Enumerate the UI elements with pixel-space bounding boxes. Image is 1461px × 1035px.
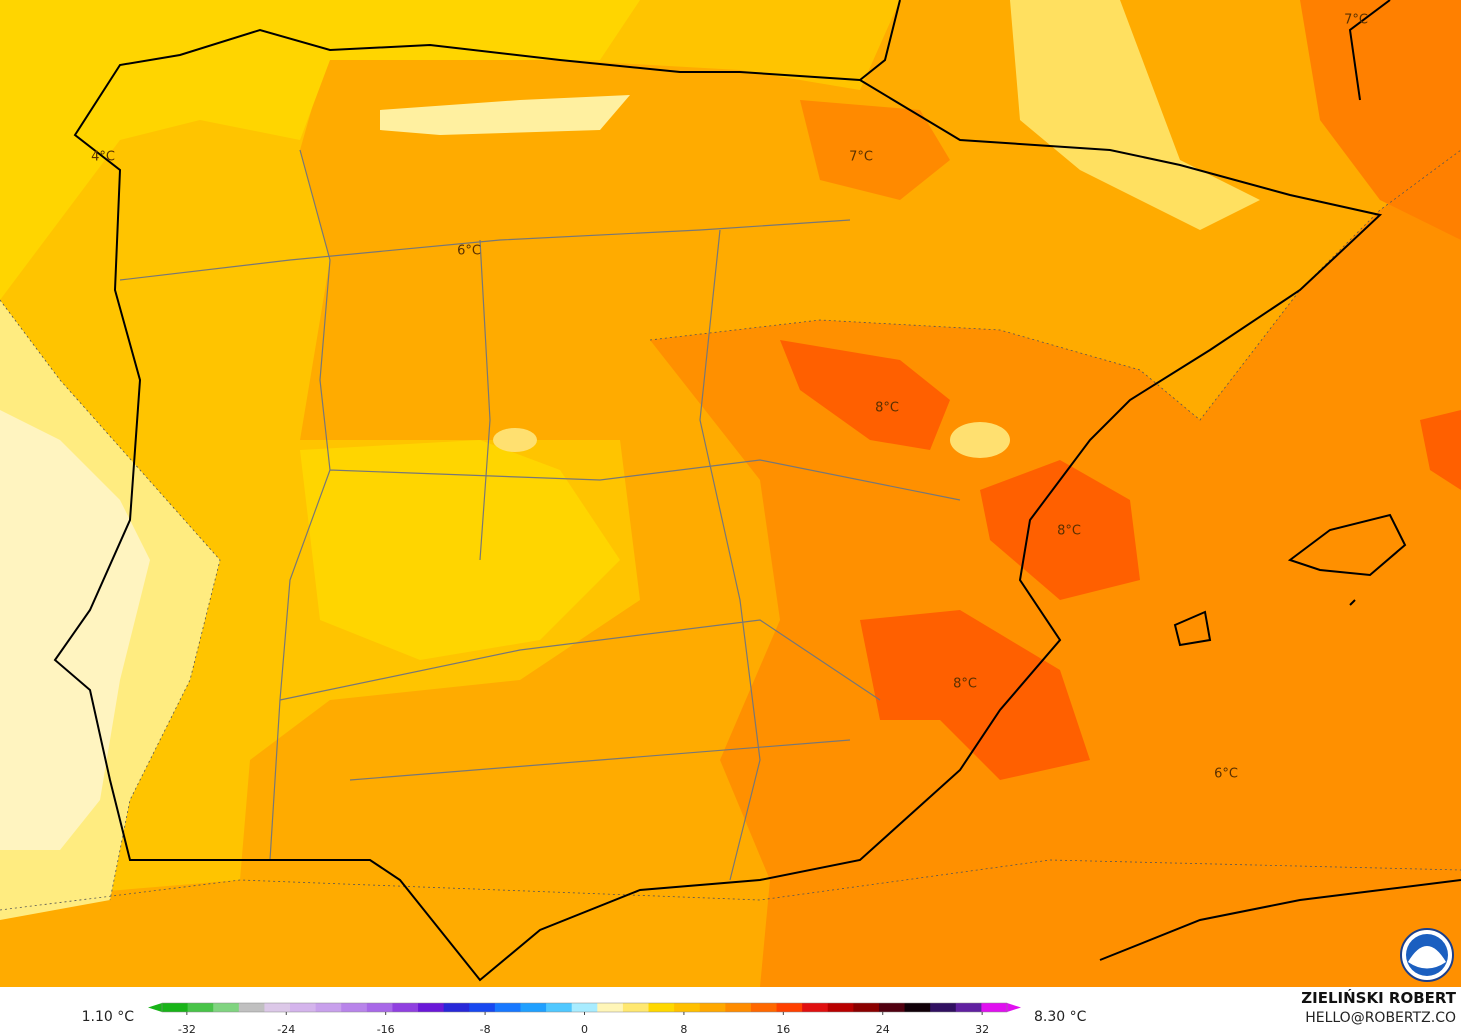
colorbar-segment: [750, 1003, 778, 1012]
contour-label: 6°C: [457, 244, 481, 259]
orange-zone: [800, 100, 950, 200]
colorbar-segment: [648, 1003, 675, 1012]
colorbar-segment: [725, 1003, 752, 1012]
colorbar-segment: [776, 1003, 803, 1012]
contour-label: 4°C: [91, 150, 115, 165]
colorbar-segment: [827, 1003, 854, 1012]
red-zone: [780, 340, 950, 450]
colorbar-end-high: [1007, 1003, 1021, 1012]
contour-line: [0, 859, 1461, 911]
credit-contact: HELLO@ROBERTZ.CO: [1305, 1010, 1456, 1026]
border-line: [119, 149, 961, 881]
colorbar-tick-label: -24: [277, 1023, 295, 1035]
yellow-zone: [300, 440, 620, 660]
colorbar-segment: [290, 1003, 317, 1012]
colorbar-segment: [930, 1003, 957, 1012]
colorbar-segment: [392, 1003, 419, 1012]
light-zone: [380, 95, 630, 135]
colorbar-segment: [622, 1003, 650, 1012]
contour-labels: 4°C 7°C 6°C 8°C 8°C 8°C 6°C 7°C: [91, 13, 1368, 782]
france-border: [859, 0, 901, 81]
contour-label: 8°C: [1057, 524, 1081, 539]
colorbar-tick-label: -8: [480, 1023, 491, 1035]
red-zone: [980, 460, 1140, 600]
contour-label: 7°C: [849, 150, 873, 165]
colorbar-segment: [162, 1003, 189, 1012]
colorbar-segment: [469, 1003, 496, 1012]
contour-lines: [0, 149, 1461, 911]
colorbar-segment: [315, 1003, 342, 1012]
contour-label: 7°C: [1344, 13, 1368, 28]
red-zone: [860, 610, 1090, 780]
yellow-zone: [1010, 0, 1260, 230]
africa-coast: [1099, 879, 1461, 961]
colorbar-segment: [494, 1003, 521, 1012]
red-zone: [1420, 410, 1461, 490]
orange-zone: [1300, 0, 1461, 240]
colorbar-segment: [443, 1003, 470, 1012]
france-coast: [1348, 0, 1391, 101]
colorbar-segment: [366, 1003, 393, 1012]
balearic-islands: [1173, 513, 1407, 647]
colorbar-segment: [878, 1003, 906, 1012]
colorbar-tick-label: -16: [377, 1023, 395, 1035]
colorbar-tick-label: 0: [581, 1023, 588, 1035]
colorbar-segment: [699, 1003, 726, 1012]
colorbar-max-label: 8.30 °C: [1034, 1009, 1087, 1025]
colorbar-segment: [571, 1003, 598, 1012]
coastline: [53, 0, 1461, 982]
colorbar-segment: [674, 1003, 701, 1012]
colorbar-segment: [264, 1003, 291, 1012]
contour-label: 6°C: [1214, 767, 1238, 782]
contour-line: [0, 299, 221, 901]
yellow-zone: [950, 422, 1010, 458]
colorbar-segment: [802, 1003, 829, 1012]
colorbar-tick-label: 16: [776, 1023, 790, 1035]
colorbar-tick-label: -32: [178, 1023, 196, 1035]
yellow-zone: [0, 0, 640, 300]
credit-author: ZIELIŃSKI ROBERT: [1301, 988, 1456, 1007]
province-borders: [119, 149, 961, 881]
noaa-logo: [1400, 928, 1454, 982]
colorbar-segment: [597, 1003, 624, 1012]
contour-label: 8°C: [875, 401, 899, 416]
colorbar-segment: [520, 1003, 547, 1012]
contour-label: 8°C: [953, 677, 977, 692]
colorbar-segment: [238, 1003, 265, 1012]
colorbar-segment: [853, 1003, 880, 1012]
colorbar-segment: [341, 1003, 368, 1012]
colorbar-tick-label: 24: [876, 1023, 890, 1035]
colorbar-segment: [213, 1003, 240, 1012]
contour-line: [649, 149, 1461, 421]
map-field: [0, 0, 1461, 987]
yellow-zone: [493, 428, 537, 452]
colorbar-segment: [546, 1003, 573, 1012]
colorbar-segment: [981, 1003, 1008, 1012]
colorbar-end-low: [148, 1003, 162, 1012]
colorbar-segment: [418, 1003, 445, 1012]
colorbar-segment: [187, 1003, 214, 1012]
iberia-coast: [53, 28, 1383, 982]
colorbar-tick-label: 32: [975, 1023, 989, 1035]
colorbar-segment: [904, 1003, 931, 1012]
colorbar: -32 -24 -16 -8 0 8 16 24 32: [148, 1002, 1021, 1035]
logo-bird: [1408, 946, 1446, 969]
colorbar-tick-label: 8: [680, 1023, 687, 1035]
colorbar-min-label: 1.10 °C: [82, 1009, 135, 1025]
colorbar-segment: [955, 1003, 982, 1012]
